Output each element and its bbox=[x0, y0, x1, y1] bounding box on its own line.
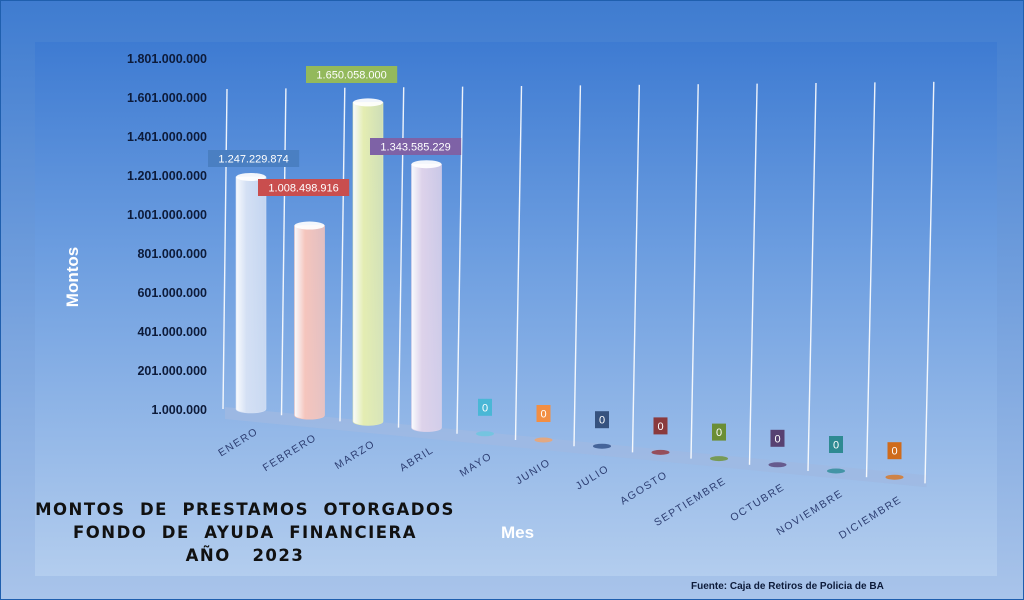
gridline-vertical bbox=[865, 82, 876, 478]
data-label: 0 bbox=[482, 402, 488, 414]
data-label: 0 bbox=[833, 440, 839, 452]
y-tick-label: 201.000.000 bbox=[137, 364, 207, 378]
y-tick-label: 1.001.000.000 bbox=[127, 208, 207, 222]
x-tick-label: ENERO bbox=[216, 425, 260, 459]
plot-area: 1.000.000 201.000.000 401.000.000 601.000.0… bbox=[35, 42, 997, 576]
bar-mayo bbox=[476, 431, 494, 437]
data-label-bg bbox=[478, 398, 492, 416]
gridline-vertical bbox=[924, 81, 935, 484]
data-label-bg bbox=[595, 411, 609, 429]
y-tick-label: 601.000.000 bbox=[137, 286, 207, 300]
data-label-bg bbox=[829, 436, 843, 453]
chart-svg: 1.000.000 201.000.000 401.000.000 601.000.0… bbox=[127, 52, 935, 542]
bar-diciembre bbox=[885, 474, 904, 480]
x-tick-label: OCTUBRE bbox=[728, 481, 787, 524]
y-tick-label: 1.601.000.000 bbox=[127, 91, 207, 105]
data-label-bg bbox=[536, 405, 551, 422]
data-label: 1.008.498.916 bbox=[268, 183, 338, 195]
bar-julio bbox=[593, 443, 611, 449]
gridline-vertical bbox=[690, 84, 699, 459]
gridline-vertical bbox=[573, 85, 582, 447]
data-label: 1.343.585.229 bbox=[380, 142, 450, 154]
bar-marzo bbox=[352, 102, 384, 426]
chart-floor bbox=[225, 407, 927, 488]
data-label: 0 bbox=[540, 409, 546, 421]
data-label: 0 bbox=[774, 433, 780, 445]
data-label: 1.650.058.000 bbox=[316, 70, 386, 82]
bar-cap bbox=[353, 98, 383, 107]
x-tick-label: JUNIO bbox=[514, 456, 553, 487]
bar-agosto bbox=[651, 449, 670, 455]
x-tick-label: ABRIL bbox=[398, 444, 436, 474]
bar-enero bbox=[235, 176, 267, 414]
source-note: Fuente: Caja de Retiros de Policia de BA bbox=[691, 581, 884, 592]
y-tick-label: 1.201.000.000 bbox=[127, 169, 207, 183]
chart-title-line-3: AÑO 2023 bbox=[185, 546, 305, 565]
x-tick-label: FEBRERO bbox=[261, 432, 319, 475]
y-tick-label: 801.000.000 bbox=[137, 247, 207, 261]
bar-febrero bbox=[294, 225, 325, 420]
bar-cap bbox=[411, 160, 442, 169]
gridline-vertical bbox=[456, 86, 464, 434]
bar-noviembre bbox=[827, 468, 845, 474]
data-label-bg bbox=[887, 442, 902, 460]
data-label: 0 bbox=[891, 446, 897, 458]
gridline-vertical bbox=[280, 88, 287, 416]
gridline-vertical bbox=[339, 87, 346, 422]
bar-abril bbox=[411, 163, 442, 432]
data-label: 0 bbox=[657, 421, 663, 433]
gridline-vertical bbox=[807, 82, 817, 472]
gridline-vertical bbox=[222, 88, 228, 410]
x-axis-label: Mes bbox=[501, 523, 535, 542]
data-label: 1.247.229.874 bbox=[218, 154, 288, 166]
data-label-bg bbox=[208, 150, 300, 167]
data-label: 0 bbox=[716, 427, 722, 439]
chart-title: MONTOS DE PRESTAMOS OTORGADOS FONDO DE A… bbox=[35, 498, 455, 567]
bar-junio bbox=[534, 437, 553, 443]
bar-septiembre bbox=[710, 456, 728, 462]
x-tick-label: MAYO bbox=[458, 450, 495, 479]
x-tick-label: JULIO bbox=[574, 463, 612, 493]
bar-cap bbox=[236, 172, 266, 181]
data-label-bg bbox=[770, 429, 785, 447]
data-label-bg bbox=[370, 138, 462, 155]
data-label-bg bbox=[306, 66, 398, 83]
gridline-vertical bbox=[631, 84, 640, 453]
data-label-bg bbox=[258, 179, 350, 196]
gridline-vertical bbox=[748, 83, 758, 465]
data-label-bg bbox=[653, 417, 668, 435]
data-label-bg bbox=[712, 423, 726, 441]
bar-cap bbox=[294, 221, 325, 230]
y-axis-label: Montos bbox=[63, 246, 82, 308]
y-tick-label: 401.000.000 bbox=[137, 325, 207, 339]
bar-octubre bbox=[768, 462, 787, 468]
data-label: 0 bbox=[599, 415, 605, 427]
x-tick-label: SEPTIEMBRE bbox=[652, 475, 728, 529]
x-tick-label: DICIEMBRE bbox=[837, 494, 904, 542]
y-tick-label: 1.401.000.000 bbox=[127, 130, 207, 144]
x-tick-label: NOVIEMBRE bbox=[774, 487, 845, 538]
chart-title-line-2: FONDO DE AYUDA FINANCIERA bbox=[72, 523, 418, 542]
x-tick-label: AGOSTO bbox=[618, 469, 670, 508]
y-tick-label: 1.801.000.000 bbox=[127, 52, 207, 66]
y-tick-label: 1.000.000 bbox=[151, 403, 207, 417]
x-tick-label: MARZO bbox=[333, 438, 378, 472]
chart-title-line-1: MONTOS DE PRESTAMOS OTORGADOS bbox=[35, 500, 455, 519]
gridline-vertical bbox=[514, 85, 523, 441]
